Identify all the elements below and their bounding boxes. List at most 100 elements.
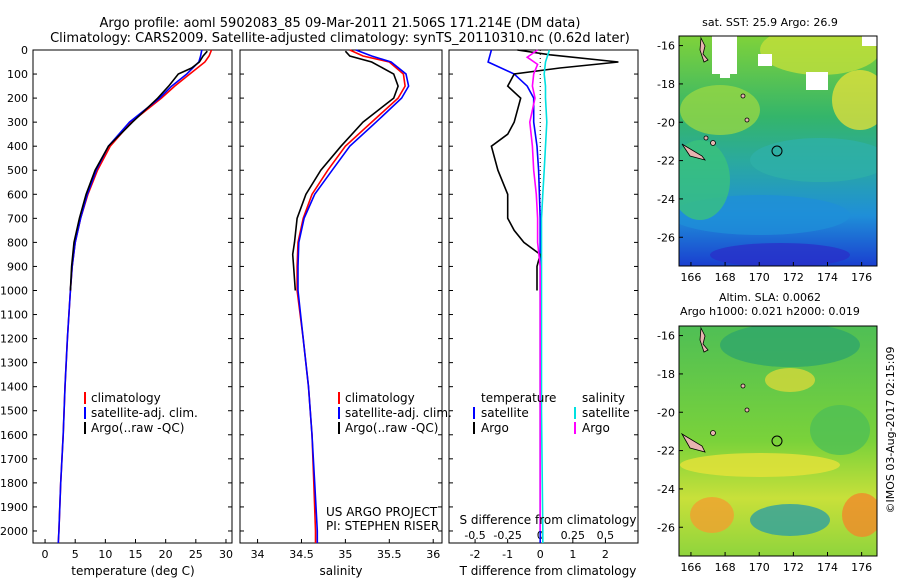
lon-tick-label: 168 xyxy=(715,271,736,284)
x-tick-label: 35 xyxy=(338,548,352,561)
depth-tick-label: 300 xyxy=(7,116,28,129)
argo-float-marker xyxy=(771,145,783,157)
sst-texture xyxy=(679,140,730,220)
x-tick-label: 34 xyxy=(251,548,265,561)
sla-map-frame xyxy=(678,325,878,557)
difference-legend: temperature salinity satellite Argo sate… xyxy=(473,391,630,435)
depth-tick-label: 200 xyxy=(7,92,28,105)
depth-tick-label: 1300 xyxy=(0,357,28,370)
lat-tick-label: -24 xyxy=(657,483,675,496)
figure-title-line1: Argo profile: aoml 5902083_85 09-Mar-201… xyxy=(100,16,581,31)
legend-temperature-title: temperature xyxy=(481,391,556,405)
argo-float-marker xyxy=(771,435,783,447)
depth-tick-label: 0 xyxy=(21,44,28,57)
s-tick-label: 0.5 xyxy=(597,529,615,542)
sla-texture xyxy=(680,453,840,477)
sst-texture xyxy=(832,70,877,130)
difference-plot: -2 -1 0 1 2-0.5 -0.25 0 0.25 0.5 xyxy=(464,49,619,561)
island-vanuatu xyxy=(699,326,709,353)
lat-tick-label: -26 xyxy=(657,231,675,244)
legend-t-argo-label: Argo xyxy=(481,421,509,435)
lat-tick-label: -22 xyxy=(657,155,675,168)
sst-texture xyxy=(710,243,850,266)
salinity-legend: climatology satellite-adj. clim. Argo(..… xyxy=(338,391,452,435)
series-satellite-line xyxy=(297,49,410,543)
lat-tick-label: -24 xyxy=(657,193,675,206)
sla-map-title-line2: Argo h1000: 0.021 h2000: 0.019 xyxy=(680,305,860,318)
depth-tick-label: 1500 xyxy=(0,405,28,418)
series-climatology-line xyxy=(57,49,213,544)
series-t-satellite-line xyxy=(487,49,542,543)
lon-tick-label: 172 xyxy=(783,271,804,284)
x-tick-label: 36 xyxy=(426,548,440,561)
island xyxy=(703,135,709,141)
sla-texture xyxy=(842,493,877,537)
sst-texture xyxy=(750,138,877,182)
depth-tick-label: 1100 xyxy=(0,309,28,322)
temperature-panel xyxy=(32,49,233,544)
sla-map xyxy=(679,326,877,556)
sla-texture xyxy=(765,368,815,392)
legend-t-satellite-label: satellite xyxy=(481,406,529,420)
depth-tick-label: 100 xyxy=(7,68,28,81)
lat-tick-label: -22 xyxy=(657,445,675,458)
x-tick-label: 5 xyxy=(72,548,79,561)
s-tick-label: -0.5 xyxy=(464,529,485,542)
legend-climatology-label: climatology xyxy=(345,391,415,405)
sla-texture xyxy=(690,497,734,533)
x-tick-label: 20 xyxy=(159,548,173,561)
island xyxy=(740,383,746,389)
lon-tick-label: 174 xyxy=(817,271,838,284)
sla-texture xyxy=(720,326,860,367)
x-tick-label: 25 xyxy=(189,548,203,561)
x-tick-label: 30 xyxy=(219,548,233,561)
sla-texture xyxy=(750,504,830,536)
island-vanuatu xyxy=(699,36,709,63)
legend-argo-label: Argo(..raw -QC) xyxy=(91,421,184,435)
lon-tick-label: 176 xyxy=(851,561,872,574)
legend-satellite-label: satellite-adj. clim. xyxy=(345,406,452,420)
lon-tick-label: 170 xyxy=(749,561,770,574)
sst-map-title: sat. SST: 25.9 Argo: 26.9 xyxy=(702,16,838,29)
imos-timestamp: ©IMOS 03-Aug-2017 02:15:09 xyxy=(884,347,897,514)
depth-tick-label: 1600 xyxy=(0,429,28,442)
legend-salinity-title: salinity xyxy=(582,391,625,405)
depth-tick-label: 1800 xyxy=(0,477,28,490)
lat-tick-label: -26 xyxy=(657,521,675,534)
lat-tick-label: -20 xyxy=(657,406,675,419)
depth-tick-label: 1200 xyxy=(0,333,28,346)
t-tick-label: 2 xyxy=(602,548,609,561)
x-tick-label: 15 xyxy=(129,548,143,561)
cloud-mask xyxy=(806,72,828,90)
depth-axis: 0 100 200 300 400 500 600 700 800 900 1000 1100 1200… xyxy=(0,44,638,538)
island xyxy=(740,93,746,99)
island xyxy=(744,117,750,123)
s-tick-label: -0.25 xyxy=(493,529,521,542)
lon-tick-label: 168 xyxy=(715,561,736,574)
depth-tick-label: 700 xyxy=(7,212,28,225)
lon-tick-label: 172 xyxy=(783,561,804,574)
sst-map-frame xyxy=(678,35,878,267)
sst-map xyxy=(679,36,877,266)
legend-satellite-label: satellite-adj. clim. xyxy=(91,406,198,420)
temperature-plot: 0 5 10 15 20 25 30 xyxy=(42,49,233,561)
salinity-axis-label: salinity xyxy=(319,564,362,578)
lat-tick-label: -16 xyxy=(657,330,675,343)
lat-tick-label: -20 xyxy=(657,116,675,129)
sst-texture xyxy=(760,36,877,75)
lat-tick-label: -18 xyxy=(657,78,675,91)
x-tick-label: 10 xyxy=(98,548,112,561)
lon-tick-label: 176 xyxy=(851,271,872,284)
island xyxy=(744,407,750,413)
depth-tick-label: 1700 xyxy=(0,453,28,466)
figure-title-line2: Climatology: CARS2009. Satellite-adjuste… xyxy=(50,31,630,46)
series-argo-line xyxy=(69,50,208,291)
island-new-caledonia xyxy=(681,143,707,161)
series-t-argo-line xyxy=(490,49,619,291)
salinity-panel xyxy=(239,49,443,544)
series-s-argo-line xyxy=(525,49,542,531)
difference-panel xyxy=(448,49,639,544)
series-s-satellite-line xyxy=(540,49,551,543)
s-tick-label: 0.25 xyxy=(561,529,586,542)
depth-tick-label: 1000 xyxy=(0,284,28,297)
